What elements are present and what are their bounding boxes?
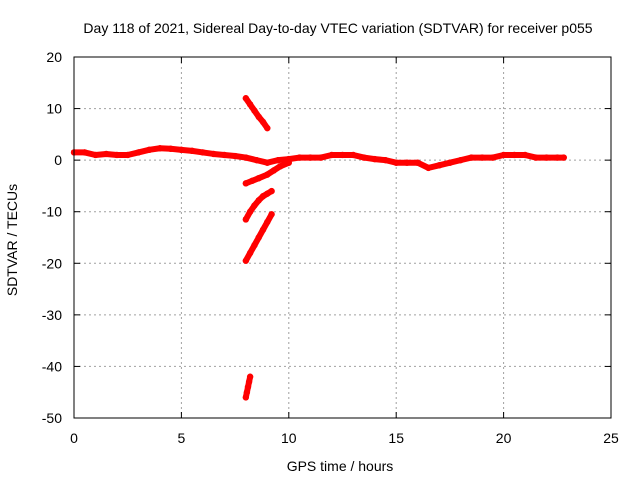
plot-frame [73,56,612,419]
y-tick-label: 0 [54,152,62,168]
x-tick-label: 15 [388,430,404,446]
y-tick-label: -50 [42,410,62,426]
data-point [268,211,275,218]
series-2 [242,159,292,187]
x-tick-label: 0 [70,430,78,446]
x-tick-label: 5 [178,430,186,446]
series-5 [242,373,254,401]
x-tick-label: 10 [281,430,297,446]
x-tick-label: 25 [603,430,619,446]
series-0 [70,145,567,172]
data-point [264,124,271,132]
y-tick-label: -30 [42,307,62,323]
axis-ticks: 0 5 10 15 20 25 20 10 0 -10 -20 -30 -40 -50 [42,49,619,446]
series-4 [242,211,275,264]
y-tick-label: -10 [42,204,62,220]
data-point [268,187,275,195]
y-tick-label: 10 [46,101,62,117]
data-points [70,95,567,401]
x-axis-label: GPS time / hours [287,458,394,474]
series-3 [242,187,275,223]
y-tick-label: 20 [46,49,62,65]
series-1 [242,95,271,132]
y-tick-label: -40 [42,358,62,374]
grid-lines [74,57,611,418]
y-tick-label: -20 [42,255,62,271]
chart-title: Day 118 of 2021, Sidereal Day-to-day VTE… [83,20,592,36]
y-axis-label: SDTVAR / TECUs [4,184,20,296]
data-point [246,373,254,380]
data-point [560,154,567,161]
x-tick-label: 20 [496,430,512,446]
data-point [285,159,292,166]
